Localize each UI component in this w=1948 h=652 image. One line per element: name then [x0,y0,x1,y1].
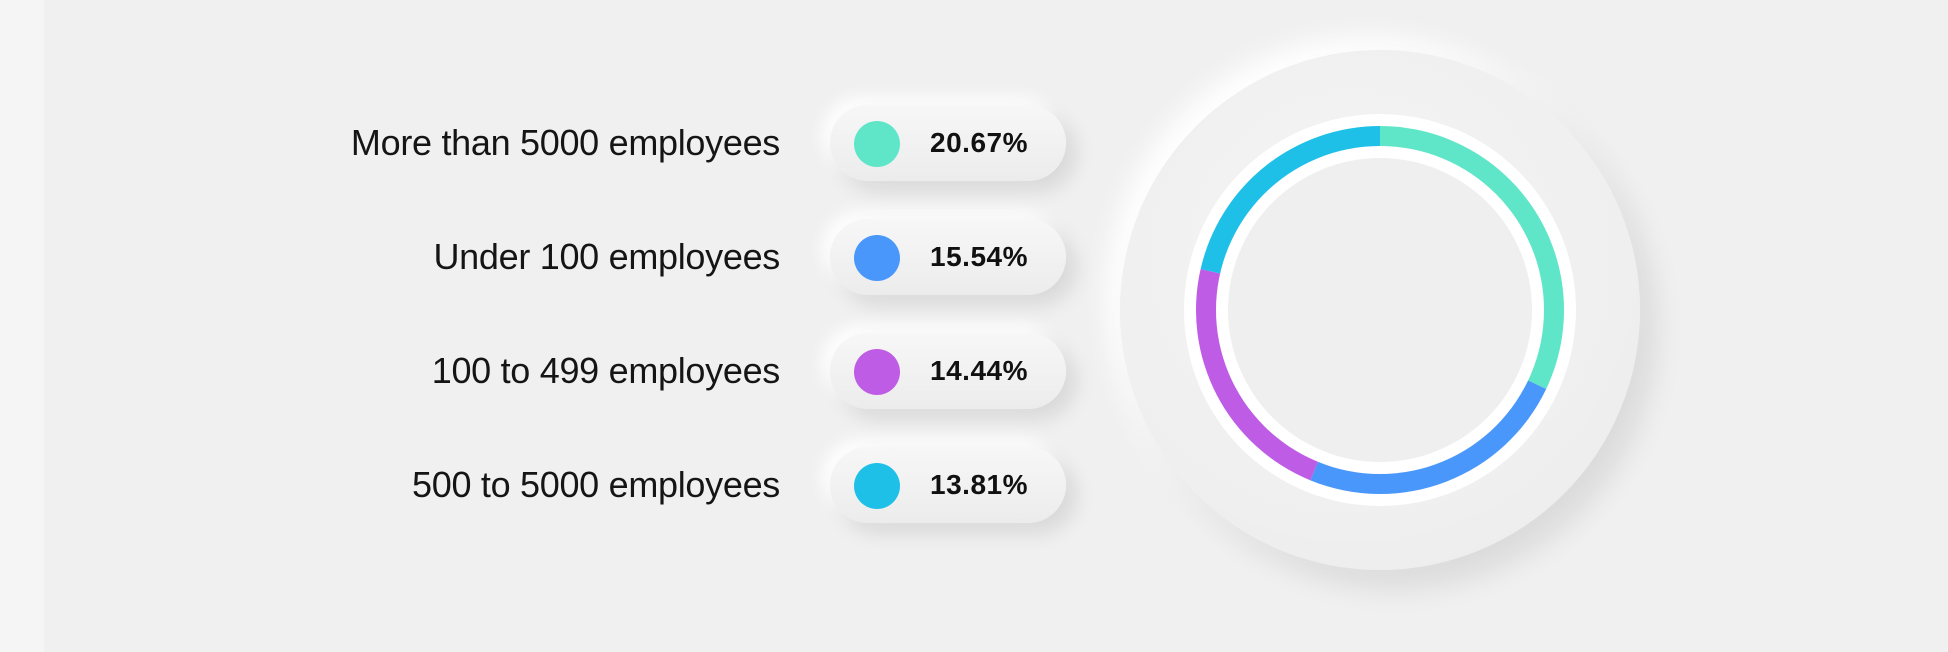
legend-color-dot [854,463,900,509]
legend-item-more-than-5000: More than 5000 employees 20.67% [0,103,1080,183]
legend-value-pill: 14.44% [830,333,1066,409]
donut-hole [1228,158,1532,462]
legend-label: 100 to 499 employees [431,350,781,391]
legend-value: 14.44% [930,355,1028,386]
legend-color-dot [854,121,900,167]
legend-value: 20.67% [930,127,1028,158]
legend-color-dot [854,235,900,281]
donut-chart [1184,114,1576,506]
legend-value: 15.54% [930,241,1028,272]
legend-label: Under 100 employees [433,236,780,277]
donut-slice-4 [1200,126,1380,276]
legend-value-pill: 15.54% [830,219,1066,295]
legend-label: More than 5000 employees [350,122,780,163]
legend-item-under-100: Under 100 employees 15.54% [0,217,1080,297]
legend-value-pill: 20.67% [830,105,1066,181]
legend-value: 13.81% [930,469,1028,500]
donut-slice-3 [1196,269,1322,481]
legend-label: 500 to 5000 employees [412,464,780,505]
donut-chart-disc [1120,50,1640,570]
legend-value-pill: 13.81% [830,447,1066,523]
donut-slice-1 [1380,126,1564,390]
legend-color-dot [854,349,900,395]
left-edge-panel [0,0,44,652]
legend-item-500-to-5000: 500 to 5000 employees 13.81% [0,445,1080,525]
legend-item-100-to-499: 100 to 499 employees 14.44% [0,331,1080,411]
